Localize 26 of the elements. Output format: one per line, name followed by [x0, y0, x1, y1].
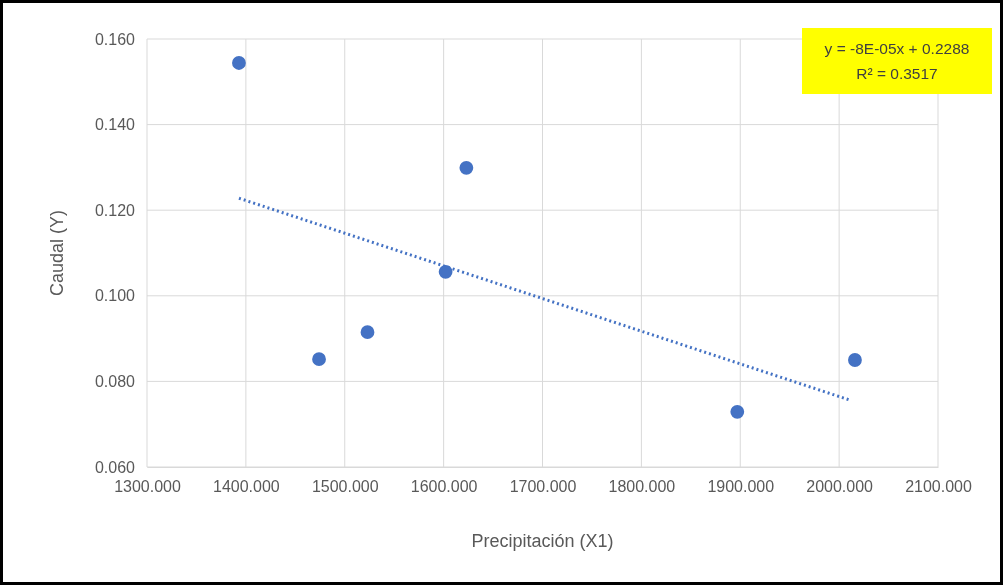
y-axis-title: Caudal (Y)	[47, 209, 67, 297]
y-tick-label: 0.120	[94, 201, 136, 219]
x-tick-label: 1800.000	[608, 478, 676, 496]
point	[312, 352, 326, 367]
x-tick-label: 1600.000	[410, 478, 478, 496]
x-tick-label: 1900.000	[707, 478, 775, 496]
annotation: R² = 0.3517	[856, 65, 938, 82]
x-tick-label: 2100.000	[905, 478, 972, 496]
x-axis-title: Precipitación (X1)	[471, 531, 614, 551]
y-tick-label: 0.160	[94, 30, 136, 48]
x-tick-label: 1700.000	[509, 478, 577, 496]
x-tick-label: 2000.000	[806, 478, 874, 496]
y-tick-label: 0.060	[94, 458, 136, 476]
y-tick-label: 0.140	[94, 116, 136, 134]
point	[232, 56, 246, 70]
y-tick-label: 0.100	[94, 287, 136, 305]
x-tick-label: 1400.000	[213, 478, 280, 496]
point	[360, 325, 375, 340]
point	[438, 264, 453, 279]
y-tick-label: 0.080	[94, 373, 136, 391]
point	[730, 404, 745, 419]
point	[459, 160, 474, 175]
x-tick-label: 1500.000	[311, 478, 379, 496]
point	[848, 353, 862, 367]
x-tick-label: 1300.000	[114, 478, 181, 496]
annotation: y = -8E-05x + 0.2288	[824, 40, 970, 57]
